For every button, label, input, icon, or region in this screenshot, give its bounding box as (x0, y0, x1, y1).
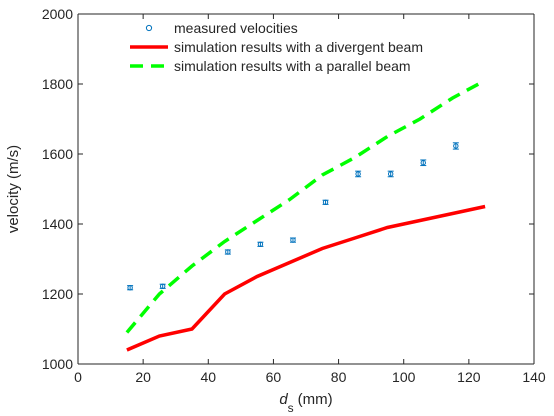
legend-marker (145, 24, 153, 32)
measured-point (127, 285, 134, 291)
legend-entry-2: simulation results with a parallel beam (130, 58, 411, 74)
x-tick-label: 140 (522, 369, 546, 385)
y-tick-label: 2000 (42, 6, 73, 22)
y-tick-label: 1400 (42, 216, 73, 232)
measured-point (257, 241, 264, 248)
marker-circle (453, 143, 459, 149)
x-tick-label: 80 (331, 369, 347, 385)
series-line-1 (126, 204, 486, 352)
x-tick-label: 120 (457, 369, 481, 385)
series-line-2 (125, 78, 486, 334)
x-tick-label: 40 (200, 369, 216, 385)
marker-circle (355, 171, 361, 177)
marker-circle (387, 171, 394, 177)
marker-circle (322, 199, 329, 206)
y-tick-label: 1000 (42, 356, 73, 372)
measured-point (452, 142, 459, 150)
legend-entry-1: simulation results with a divergent beam (130, 39, 423, 55)
y-tick-label: 1200 (42, 286, 73, 302)
x-axis-label-unit: (mm) (298, 391, 333, 408)
y-tick-label: 1600 (42, 146, 73, 162)
y-tick-label: 1800 (42, 76, 73, 92)
ticks-layer: 0 20 40 60 80 100 120 140 1000 1200 1400 1600 1800 20… (42, 6, 546, 385)
marker-circle (159, 283, 166, 289)
legend-entry-0: measured velocities (145, 20, 298, 36)
marker-circle (225, 249, 231, 255)
measured-point (289, 237, 296, 243)
x-tick-label: 0 (74, 369, 82, 385)
measured-point (420, 159, 427, 167)
x-axis-label-symbol: d (279, 391, 288, 408)
marker-circle (420, 160, 426, 166)
plot-area (78, 14, 534, 364)
series-layer (125, 78, 486, 352)
measured-point (322, 199, 329, 206)
x-axis-label: ds (mm) (279, 391, 332, 415)
x-tick-label: 60 (266, 369, 282, 385)
legend-label: simulation results with a parallel beam (174, 58, 411, 74)
measured-point (387, 170, 394, 178)
y-axis-label: velocity (m/s) (5, 145, 22, 233)
marker-circle (290, 237, 296, 243)
measured-point (355, 170, 362, 178)
x-tick-label: 100 (392, 369, 416, 385)
legend-label: simulation results with a divergent beam (174, 39, 423, 55)
legend: measured velocities simulation results wi… (130, 20, 423, 74)
marker-circle (127, 285, 133, 291)
axes-layer (77, 13, 535, 365)
legend-label: measured velocities (174, 20, 298, 36)
measured-point (224, 249, 231, 255)
measured-point (159, 283, 166, 289)
marker-circle (257, 241, 264, 248)
x-tick-label: 20 (135, 369, 151, 385)
x-axis-label-subscript: s (288, 401, 294, 415)
